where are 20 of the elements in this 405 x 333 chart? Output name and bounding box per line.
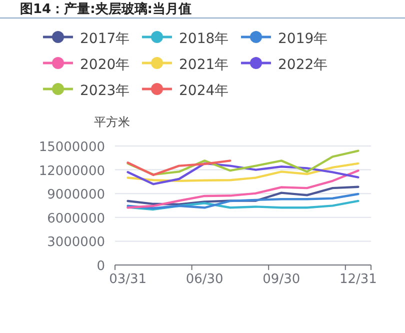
legend-label: 2023年 — [80, 83, 130, 99]
legend-label: 2019年 — [278, 31, 328, 47]
legend-label: 2018年 — [179, 31, 229, 47]
chart-title: 图14：产量:夹层玻璃:当月值 — [20, 1, 192, 17]
legend-label: 2020年 — [80, 57, 130, 73]
legend-label: 2017年 — [80, 31, 130, 47]
y-tick-label: 12000000 — [38, 164, 105, 179]
x-tick-label: 03/31 — [109, 272, 147, 287]
x-tick-label: 09/30 — [262, 272, 300, 287]
y-axis-title: 平方米 — [94, 115, 130, 129]
y-tick-label: 6000000 — [47, 211, 105, 226]
legend-label: 2021年 — [179, 57, 229, 73]
y-tick-label: 15000000 — [38, 140, 105, 155]
x-tick-label: 12/31 — [339, 272, 377, 287]
x-tick-label: 06/30 — [186, 272, 224, 287]
legend-label: 2024年 — [179, 83, 229, 99]
y-tick-label: 3000000 — [47, 235, 105, 250]
legend-label: 2022年 — [278, 57, 328, 73]
y-tick-label: 9000000 — [47, 188, 105, 203]
y-tick-label: 0 — [96, 259, 105, 274]
